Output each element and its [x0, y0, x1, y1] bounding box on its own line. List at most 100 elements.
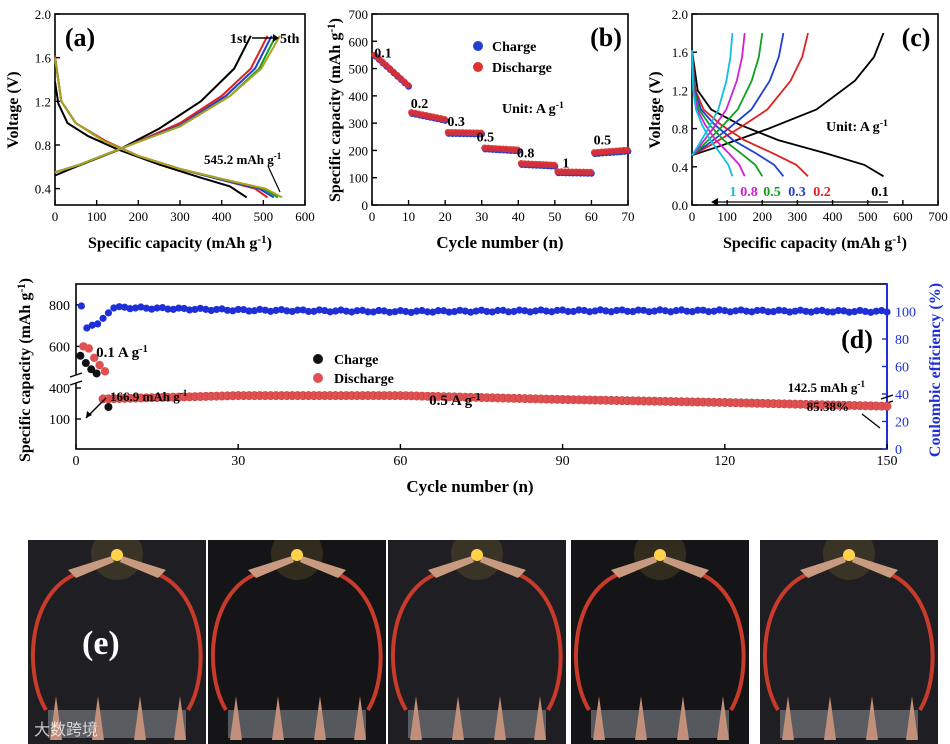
panel-d-ce-point	[732, 307, 740, 315]
red-wire-left	[210, 568, 271, 712]
panel-d-end-capacity: 142.5 mAh g-1	[788, 379, 866, 395]
panel-b-ytick-label: 700	[349, 7, 369, 22]
panel-d-ce-point	[185, 306, 194, 314]
panel-d-initial-discharge-point	[90, 353, 99, 363]
battery-clip	[534, 696, 546, 740]
panel-b-legend-discharge-marker	[473, 62, 483, 72]
panel-b-discharge-point	[440, 115, 448, 123]
alligator-clip-right	[300, 556, 346, 578]
panel-a-xlabel: Specific capacity (mAh g-1)	[88, 234, 272, 252]
panel-d-ce-point	[856, 306, 864, 315]
panel-d-ce-point	[488, 308, 496, 316]
panel-b-rate-label: 0.5	[477, 131, 495, 146]
panel-d-initial-discharge-point	[84, 344, 94, 353]
battery-pouches	[48, 710, 186, 738]
panel-c-discharge-curve	[691, 50, 734, 177]
led-photo-3	[388, 540, 566, 744]
panel-a-ytick-label: 1.2	[35, 94, 51, 109]
panel-d-ce-point	[380, 307, 388, 315]
panel-b-xtick-label: 10	[402, 209, 415, 224]
alligator-clip-left	[611, 556, 657, 578]
panel-d-ce-point	[704, 308, 713, 316]
panel-b-ytick-label: 600	[349, 34, 369, 49]
panel-d-ce-point	[564, 307, 572, 316]
panel-b-discharge-point	[587, 168, 595, 176]
panel-d-ce-point	[623, 307, 632, 315]
battery-pouches	[228, 710, 366, 738]
panel-a-ylabel: Voltage (V)	[5, 71, 22, 148]
panel-d-legend-charge: Charge	[334, 353, 378, 368]
panel-d-ce-point	[586, 308, 594, 316]
panel-d-ce-point	[207, 306, 215, 315]
led-photo-drawing	[208, 540, 386, 744]
panel-a-xtick-label: 500	[254, 209, 274, 224]
panel-d-ytick-label: 400	[49, 382, 70, 397]
panel-d-discharge-point	[882, 401, 892, 411]
led-bulb	[111, 549, 123, 561]
battery-clip	[494, 696, 506, 740]
panel-d-ce-point	[256, 305, 264, 313]
panel-d-ce-point	[553, 306, 561, 314]
panel-c-charge-curve	[691, 33, 734, 156]
panel-d-ce-point	[423, 308, 432, 316]
panel-b-legend-charge: Charge	[492, 40, 536, 55]
panel-d-ce-point	[737, 306, 745, 314]
panel-b-discharge-point	[514, 146, 521, 154]
panel-d-ce-point	[299, 306, 307, 314]
panel-d-ce-point	[845, 308, 853, 316]
panel-d-xtick-label: 150	[877, 454, 898, 469]
panel-a-ytick-label: 0.8	[35, 138, 51, 153]
panel-d-ce-point	[396, 306, 404, 315]
panel-d-ce-point	[796, 306, 805, 314]
panel-d-ce-point	[229, 307, 237, 315]
panel-d-ce-point	[883, 308, 891, 316]
panel-d-ce-point	[440, 307, 448, 315]
battery-clip	[824, 696, 836, 740]
panel-b-xlabel: Cycle number (n)	[436, 233, 563, 252]
battery-pouches	[591, 710, 729, 738]
panel-d-ce-point	[385, 308, 394, 316]
panel-b-discharge-point	[550, 161, 558, 169]
panel-c-xtick-label: 0	[689, 209, 696, 224]
alligator-clip-right	[663, 556, 709, 578]
panel-d-ce-point	[83, 324, 91, 332]
led-photo-4	[571, 540, 749, 744]
red-wire-left	[573, 568, 634, 712]
watermark-text: 大数跨境	[34, 720, 99, 739]
panel-d-ce-point	[629, 307, 637, 316]
panel-d-initial-discharge-point	[100, 367, 110, 376]
panel-d-legend-charge-marker	[313, 354, 323, 364]
panel-a-xtick-label: 300	[170, 209, 190, 224]
panel-d-ce-point	[245, 307, 253, 315]
battery-pouches	[408, 710, 546, 738]
panel-d-ce-point	[531, 307, 540, 315]
panel-d-ce-point	[94, 320, 102, 328]
panel-d-y2tick-label: 0	[895, 443, 902, 458]
panel-d-ce-point	[267, 307, 275, 315]
panel-b-unit-note: Unit: A g-1	[502, 100, 564, 117]
panel-d-ce-point	[872, 307, 880, 315]
panel-d-axis-break-mark	[69, 372, 83, 386]
panel-d-ce-point	[142, 304, 150, 312]
panel-d-y2tick-label: 60	[895, 361, 909, 376]
panel-d-y2label: Coulombic efficiency (%)	[927, 283, 944, 457]
panel-d-ce-point	[645, 308, 653, 316]
panel-label-e: (e)	[82, 625, 120, 662]
panel-d-ce-point	[699, 306, 707, 314]
panel-b-rate-label: 0.3	[447, 115, 465, 130]
panel-d-ce-point	[180, 304, 188, 313]
panel-b-discharge-point	[623, 146, 631, 154]
panel-d-y2tick-label: 80	[895, 333, 909, 348]
panel-c-rate-arrowhead	[711, 198, 718, 206]
panel-c-xtick-label: 100	[717, 209, 737, 224]
panel-c-rate-label: 0.5	[763, 185, 781, 200]
panel-d-ce-point	[580, 306, 588, 315]
panel-d-ce-point	[780, 307, 788, 315]
panel-d-ce-point	[575, 306, 583, 314]
battery-clip	[314, 696, 326, 740]
panel-d-xtick-label: 60	[393, 454, 407, 469]
alligator-clip-left	[800, 556, 846, 578]
panel-d-ce-point	[261, 306, 269, 314]
panel-d-ytick-label: 800	[49, 299, 70, 314]
figure-canvas: 0 100 200 300 400 500 6000.40.81.21.62.0Specif…	[5, 7, 948, 496]
